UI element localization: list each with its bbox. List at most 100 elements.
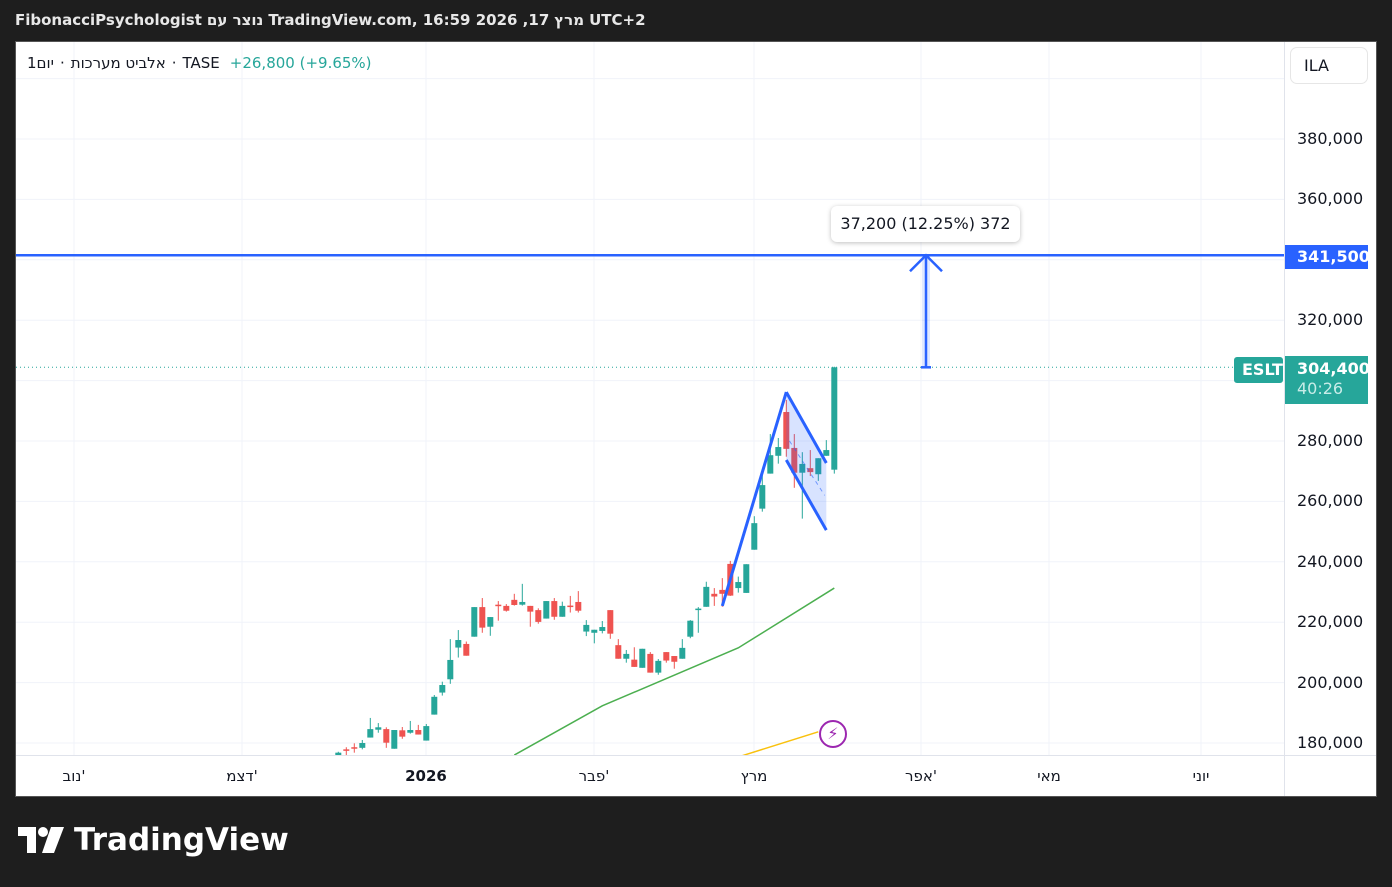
time-tick-label: 2026	[405, 767, 447, 785]
candle-body	[831, 367, 838, 470]
candle-body	[671, 656, 678, 662]
candle-body	[503, 605, 510, 611]
candle-body	[583, 624, 590, 632]
interval[interactable]: 1יום	[27, 54, 54, 72]
candle-body	[479, 607, 486, 628]
candle-body	[623, 653, 630, 659]
moving-average-short-line	[742, 731, 819, 755]
candle-body	[791, 447, 798, 473]
candle-body	[687, 620, 694, 637]
candle-body	[735, 582, 742, 589]
candle-body	[743, 564, 750, 593]
candle-body	[455, 640, 462, 648]
timezone: UTC+2	[589, 11, 646, 29]
time-tick-label: אפר'	[905, 767, 937, 785]
time-tick-label: יוני	[1192, 767, 1210, 785]
flag-upper-line	[784, 391, 828, 464]
time-tick-label: דצמ'	[226, 767, 258, 785]
time-tick-label: מרץ	[740, 767, 768, 785]
candle-body	[359, 743, 366, 748]
candle-body	[335, 752, 342, 755]
time-tick-label: פבר'	[578, 767, 610, 785]
last-price-tag: 304,400 40:26	[1285, 356, 1370, 404]
horizontal-line-price-tag: 341,500	[1285, 245, 1370, 269]
candle-body	[407, 730, 414, 733]
author: FibonacciPsychologist	[15, 11, 202, 29]
lightning-icon[interactable]: ⚡	[819, 720, 847, 748]
candle-body	[463, 643, 470, 656]
candle-body	[447, 659, 454, 680]
candle-body	[647, 653, 654, 673]
symbol-name[interactable]: אלביט מערכות	[70, 54, 166, 72]
candle-body	[527, 605, 534, 612]
separator: ·	[171, 54, 177, 72]
candle-body	[631, 659, 638, 667]
candle-body	[711, 593, 718, 597]
plot-area	[16, 366, 1284, 755]
measure-label: 37,200 (12.25%) 372	[831, 206, 1020, 242]
time-tick-label: נוב'	[62, 767, 86, 785]
candle-body	[759, 485, 766, 509]
candle-body	[783, 412, 790, 449]
price-tick-label: 360,000	[1297, 189, 1364, 209]
currency-button[interactable]: ILA	[1290, 47, 1368, 84]
candle-body	[415, 730, 422, 735]
separator: ·	[59, 54, 65, 72]
candle-body	[695, 608, 702, 611]
candle-body	[599, 627, 606, 631]
price-tick-label: 320,000	[1297, 310, 1364, 330]
exchange: TASE	[182, 54, 220, 72]
candle-body	[799, 463, 806, 473]
flag-lower-line	[784, 459, 828, 531]
candle-body	[519, 601, 526, 605]
candle-body	[751, 523, 758, 550]
candle-body	[391, 730, 398, 749]
measure-arrow-head	[909, 253, 943, 273]
candle-body	[439, 685, 446, 693]
bar-countdown: 40:26	[1297, 379, 1344, 398]
candle-body	[495, 604, 502, 607]
price-change: +26,800 (+9.65%)	[229, 54, 372, 72]
candle-body	[399, 730, 406, 737]
price-tick-label: 380,000	[1297, 129, 1364, 148]
candle-body	[375, 727, 382, 730]
candle-body	[535, 610, 542, 622]
flag-pole-line	[720, 391, 788, 607]
flag-midline	[789, 440, 826, 496]
symbol-tag: ESLT	[1234, 357, 1283, 383]
price-tick-label: 200,000	[1297, 672, 1364, 692]
moving-average-long-line	[513, 587, 835, 755]
candle-body	[767, 455, 774, 474]
candle-body	[823, 450, 830, 456]
time-tick-label: מאי	[1037, 767, 1061, 785]
flag-fill	[786, 392, 827, 531]
candle-body	[423, 726, 430, 741]
candle-body	[383, 729, 390, 743]
candle-body	[511, 599, 518, 605]
candle-body	[815, 458, 822, 475]
candle-body	[615, 645, 622, 659]
candle-body	[719, 589, 726, 594]
candle-body	[351, 747, 358, 749]
candle-body	[575, 601, 582, 611]
candle-body	[655, 660, 662, 673]
candle-body	[703, 586, 710, 607]
chart-header: FibonacciPsychologist נוצר עם TradingView.…	[15, 11, 651, 29]
candle-body	[487, 617, 494, 627]
candle-body	[431, 696, 438, 715]
candle-body	[567, 605, 574, 608]
candle-body	[807, 468, 814, 473]
price-tick-label: 220,000	[1297, 612, 1364, 632]
created-with: נוצר עם	[206, 11, 264, 29]
price-tick-label: 280,000	[1297, 431, 1364, 450]
price-tick-label: 180,000	[1297, 733, 1364, 752]
last-price: 304,400	[1297, 359, 1370, 378]
candle-body	[679, 647, 686, 659]
tv-logo-icon	[18, 827, 64, 853]
candle-body	[551, 601, 558, 617]
candle-body	[471, 607, 478, 637]
candle-body	[607, 610, 614, 634]
symbol-legend: 1יום · אלביט מערכות · TASE +26,800 (+9.65%)	[27, 54, 378, 72]
candle-body	[775, 447, 782, 456]
